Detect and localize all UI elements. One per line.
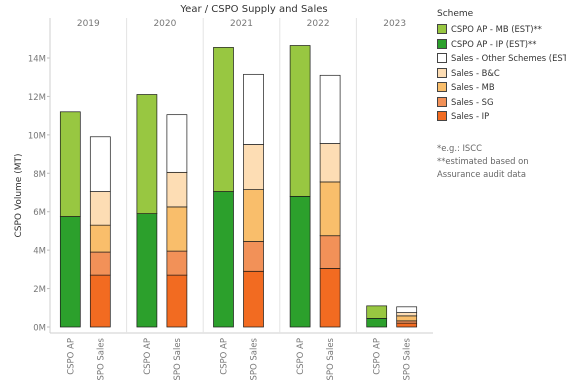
footnote-estimated: **estimated based on Assurance audit dat… [437,155,529,179]
bar-segment [366,305,388,319]
chart-title: Year / CSPO Supply and Sales [179,4,327,15]
y-tick-label: 0M [33,324,46,334]
legend-swatch [437,111,447,122]
x-tick-label: CSPO Sales [250,337,260,380]
bar-segment [136,94,158,214]
x-tick-label: CSPO Sales [96,337,106,380]
bar-segment [396,312,418,317]
legend-item: Sales - MB [437,80,566,95]
bar-segment [243,189,264,242]
bar-segment [243,73,264,145]
bar-segment [319,181,341,237]
bar-segment [89,224,111,253]
bar-segment [166,274,188,328]
bar-segment [396,315,418,322]
y-axis-label: CSPO Volume (MT) [14,154,24,238]
y-tick-label: 4M [33,247,46,257]
x-tick-label: CSPO AP [66,338,76,375]
legend-label: Sales - Other Schemes (EST)* [451,53,566,64]
y-tick-label: 14M [28,55,46,65]
bar-segment [319,268,341,328]
legend-item: CSPO AP - MB (EST)** [437,22,566,37]
bar-segment [213,47,234,192]
bar-segment [319,143,341,183]
year-header: 2022 [307,19,330,29]
year-header: 2021 [230,19,253,29]
year-header: 2023 [383,19,406,29]
x-tick-label: CSPO AP [220,338,230,375]
legend-swatch [437,53,447,64]
bar-segment [89,191,111,226]
bar-segment [166,206,188,252]
bar-segment [243,270,264,328]
bar-segment [319,74,341,144]
year-header: 2019 [77,19,100,29]
legend-item: Sales - SG [437,95,566,110]
legend-swatch [437,96,447,107]
legend-label: Sales - IP [451,111,490,122]
y-tick-label: 2M [33,285,46,295]
bar-segment [243,241,264,272]
legend-label: Sales - MB [451,82,495,93]
legend-label: CSPO AP - IP (EST)** [451,38,537,49]
legend: Scheme CSPO AP - MB (EST)** CSPO AP - IP … [437,9,566,181]
y-tick-label: 8M [33,170,46,180]
bar-segment [213,191,234,328]
bar-segment [89,274,111,328]
x-tick-label: CSPO AP [373,338,383,375]
legend-label: Sales - B&C [451,67,500,78]
legend-item: CSPO AP - IP (EST)** [437,37,566,52]
bar-segment [243,144,264,190]
x-tick-label: CSPO AP [143,338,153,375]
legend-label: Sales - SG [451,96,494,107]
legend-swatch [437,67,447,78]
x-tick-label: CSPO Sales [403,337,413,380]
bar-segment [136,213,158,328]
y-tick-label: 10M [28,131,46,141]
legend-title: Scheme [437,9,474,19]
footnote-iscc: *e.g.: ISCC [437,142,482,153]
bar-segment [166,114,188,173]
bar-segment [396,322,418,328]
x-tick-label: CSPO Sales [173,337,183,380]
y-tick-label: 6M [33,208,46,218]
x-tick-label: CSPO AP [296,338,306,375]
year-header: 2020 [153,19,176,29]
bar-segment [89,136,111,192]
legend-swatch [437,24,447,35]
bar-segment [89,251,111,276]
legend-items: CSPO AP - MB (EST)** CSPO AP - IP (EST)**… [437,22,566,124]
legend-item: Sales - B&C [437,66,566,81]
y-tick-label: 12M [28,93,46,103]
bar-segment [319,235,341,269]
bar-segment [366,318,388,328]
legend-item: Sales - Other Schemes (EST)* [437,51,566,66]
legend-item: Sales - IP [437,109,566,124]
bar-segment [59,216,81,328]
bar-segment [289,195,311,328]
legend-swatch [437,82,447,93]
legend-label: CSPO AP - MB (EST)** [451,24,542,35]
footnotes: *e.g.: ISCC **estimated based on Assuran… [437,142,566,181]
bar-segment [289,45,311,197]
x-tick-label: CSPO Sales [326,337,336,380]
bar-segment [166,250,188,276]
bar-segment [166,171,188,208]
bar-segment [59,111,81,217]
legend-swatch [437,38,447,49]
bar-segment [396,306,418,313]
